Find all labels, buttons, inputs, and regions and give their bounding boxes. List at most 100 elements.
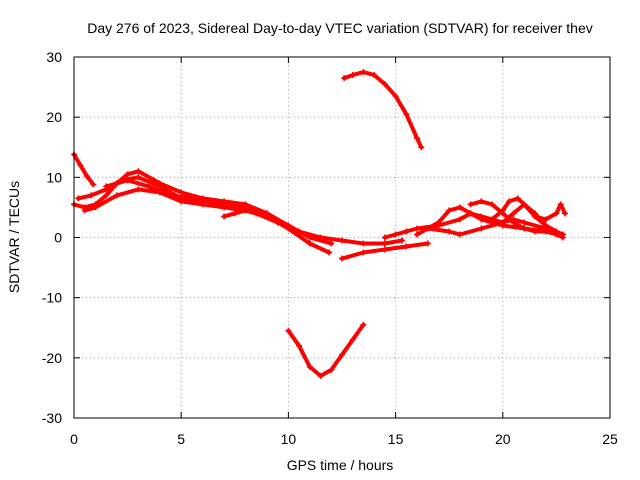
data-point [403, 228, 410, 235]
data-point [399, 237, 406, 244]
data-point [381, 81, 388, 88]
data-point [124, 177, 131, 184]
data-point [499, 207, 506, 214]
data-point [542, 216, 549, 223]
data-point [553, 210, 560, 217]
data-point [392, 231, 399, 238]
data-point [403, 111, 410, 118]
y-tick-label: 30 [46, 49, 62, 65]
data-point [103, 192, 110, 199]
data-point [467, 201, 474, 208]
data-point [341, 75, 348, 82]
data-point [360, 240, 367, 247]
data-point [178, 198, 185, 205]
chart-title: Day 276 of 2023, Sidereal Day-to-day VTE… [87, 20, 593, 36]
data-point [103, 183, 110, 190]
data-point [414, 231, 421, 238]
data-point [403, 243, 410, 250]
x-axis-label: GPS time / hours [287, 457, 394, 473]
grid-lines [74, 57, 610, 418]
data-point [317, 234, 324, 241]
data-point [381, 240, 388, 247]
x-tick-label: 15 [388, 431, 404, 447]
data-point [521, 225, 528, 232]
data-point [221, 213, 228, 220]
data-point [506, 198, 513, 205]
data-point [360, 249, 367, 256]
data-point [446, 207, 453, 214]
y-axis-label: SDTVAR / TECUs [6, 181, 22, 293]
data-point [553, 228, 560, 235]
data-point [146, 183, 153, 190]
data-point [510, 219, 517, 226]
series-arc-3 [76, 175, 312, 246]
data-point [360, 69, 367, 76]
data-point [188, 195, 195, 202]
axis-ticks: 0 5 10 15 20 25 -30 -20 -10 0 10 20 30 [42, 49, 618, 447]
series-arc-11 [468, 199, 565, 237]
data-point [514, 195, 521, 202]
data-point [328, 240, 335, 247]
data-point [499, 219, 506, 226]
data-point [360, 321, 367, 328]
data-point [210, 198, 217, 205]
data-point [156, 183, 163, 190]
data-point [296, 228, 303, 235]
data-point [253, 210, 260, 217]
data-point [531, 213, 538, 220]
data-point [478, 198, 485, 205]
data-point [456, 231, 463, 238]
data-point [199, 201, 206, 208]
data-point [92, 204, 99, 211]
data-point [559, 231, 566, 238]
data-point [231, 204, 238, 211]
data-point [83, 173, 90, 180]
data-point [521, 219, 528, 226]
data-point [242, 207, 249, 214]
data-point [306, 240, 313, 247]
data-point [88, 192, 95, 199]
data-point [381, 234, 388, 241]
x-tick-label: 20 [495, 431, 511, 447]
data-point [231, 210, 238, 217]
data-point [478, 225, 485, 232]
data-point [113, 192, 120, 199]
data-point [446, 228, 453, 235]
data-point [521, 201, 528, 208]
data-point [135, 168, 142, 175]
data-point [263, 213, 270, 220]
data-point [557, 201, 564, 208]
data-point [296, 342, 303, 349]
data-point [274, 219, 281, 226]
data-point [435, 219, 442, 226]
data-point [467, 210, 474, 217]
y-tick-label: 20 [46, 109, 62, 125]
data-point [349, 72, 356, 79]
y-tick-label: -20 [42, 350, 62, 366]
data-point [306, 363, 313, 370]
data-point [135, 186, 142, 193]
data-point [339, 255, 345, 262]
data-point [317, 372, 324, 379]
data-point [510, 210, 517, 217]
data-point [531, 228, 538, 235]
series-arc-1 [72, 152, 96, 187]
data-point [81, 207, 88, 214]
x-tick-label: 0 [70, 431, 78, 447]
data-point [339, 351, 345, 358]
data-point [542, 228, 549, 235]
x-tick-label: 10 [281, 431, 297, 447]
y-tick-label: 10 [46, 169, 62, 185]
data-point [339, 237, 345, 244]
data-point [328, 366, 335, 373]
y-tick-label: -30 [42, 410, 62, 426]
data-point [124, 171, 131, 178]
data-point [489, 201, 496, 208]
data-point [349, 336, 356, 343]
data-point [90, 181, 97, 188]
data-point [77, 162, 84, 169]
data-point [75, 195, 82, 202]
data-point [135, 174, 142, 181]
data-point [326, 249, 333, 256]
